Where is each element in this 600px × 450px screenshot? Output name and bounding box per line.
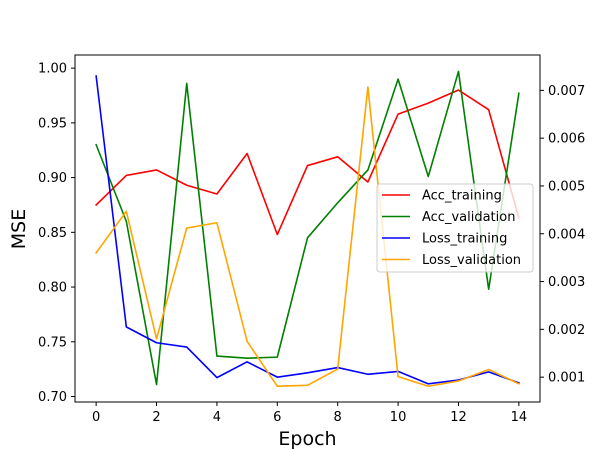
x-axis-label: Epoch [278, 428, 336, 450]
y-left-tick-label: 0.80 [38, 281, 67, 296]
y-right-tick-label: 0.002 [548, 323, 585, 338]
y-right-tick-label: 0.006 [548, 132, 585, 147]
y-left-tick-label: 0.70 [38, 390, 67, 405]
series-line-loss-validation [95, 86, 520, 388]
x-tick-label: 8 [334, 410, 342, 425]
legend-label-acc-validation: Acc_validation [422, 210, 515, 225]
y-left-tick-label: 1.00 [38, 62, 67, 77]
y-left-tick-label: 0.85 [38, 226, 67, 241]
plot-frame [74, 54, 541, 403]
y-right-tick-label: 0.007 [548, 84, 585, 99]
y-left-tick-label: 0.75 [38, 335, 67, 350]
legend-label-acc-training: Acc_training [422, 189, 502, 204]
legend-box [376, 183, 534, 273]
y-right-tick-label: 0.003 [548, 275, 585, 290]
x-tick-label: 14 [511, 410, 528, 425]
x-tick-label: 12 [450, 410, 467, 425]
x-tick-label: 2 [152, 410, 160, 425]
x-tick-label: 4 [213, 410, 221, 425]
series-line-acc-training [95, 89, 520, 236]
series-line-loss-training [95, 75, 520, 385]
y-right-tick-label: 0.005 [548, 179, 585, 194]
x-tick-label: 6 [273, 410, 281, 425]
legend-label-loss-training: Loss_training [422, 232, 507, 247]
x-tick-label: 0 [92, 410, 100, 425]
y-right-tick-label: 0.004 [548, 227, 585, 242]
x-tick-label: 10 [390, 410, 407, 425]
y-right-tick-label: 0.001 [548, 371, 585, 386]
series-line-acc-validation [95, 70, 520, 386]
y-left-tick-label: 0.90 [38, 171, 67, 186]
y-axis-label: MSE [8, 209, 30, 249]
y-left-tick-label: 0.95 [38, 116, 67, 131]
legend-label-loss-validation: Loss_validation [422, 253, 521, 268]
